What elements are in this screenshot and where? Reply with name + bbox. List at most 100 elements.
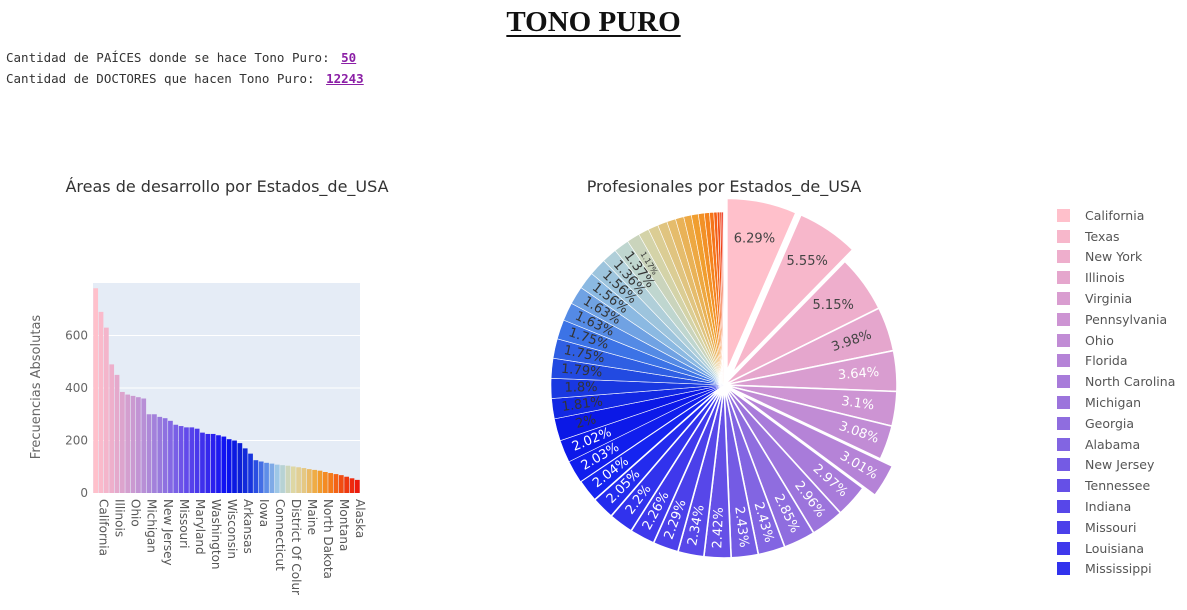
- bar-x-tick-label: Montana: [337, 499, 351, 551]
- legend-item[interactable]: Ohio: [1057, 330, 1175, 351]
- legend-swatch: [1057, 333, 1070, 347]
- legend-item[interactable]: New Jersey: [1057, 455, 1175, 476]
- bar-iowa[interactable]: [210, 433, 216, 493]
- legend-item[interactable]: Indiana: [1057, 496, 1175, 517]
- bar-connecticut[interactable]: [221, 436, 227, 493]
- pie-slice-label: 5.15%: [813, 298, 854, 313]
- bar-south-carolina[interactable]: [258, 461, 264, 494]
- legend-label: Indiana: [1085, 499, 1132, 515]
- legend-swatch: [1057, 479, 1070, 493]
- bar-mississippi[interactable]: [285, 465, 291, 493]
- bar-indiana[interactable]: [184, 427, 189, 493]
- pie-slice-california[interactable]: [726, 197, 798, 372]
- legend-item[interactable]: Mississippi: [1057, 559, 1175, 580]
- bar-michigan[interactable]: [125, 394, 131, 493]
- legend-item[interactable]: Tennessee: [1057, 475, 1175, 496]
- legend-swatch: [1057, 520, 1070, 534]
- pie-slice-label: 2.42%: [710, 507, 727, 549]
- bar-washington[interactable]: [178, 426, 184, 493]
- bar-wisconsin[interactable]: [189, 427, 195, 493]
- bar-new-jersey[interactable]: [146, 414, 152, 493]
- stat-countries-label: Cantidad de PAÍCES donde se hace Tono Pu…: [6, 50, 338, 65]
- bar-maryland[interactable]: [168, 420, 173, 493]
- bar-florida[interactable]: [130, 395, 136, 493]
- bar-illinois[interactable]: [103, 327, 109, 493]
- bar-minnesota[interactable]: [205, 433, 211, 493]
- pie-slice-texas[interactable]: [731, 213, 854, 374]
- bar-idaho[interactable]: [322, 472, 328, 493]
- bar-ohio[interactable]: [114, 374, 120, 493]
- bar-pennsylvania[interactable]: [120, 391, 125, 493]
- legend-item[interactable]: Illinois: [1057, 267, 1175, 288]
- bar-north-carolina[interactable]: [141, 398, 147, 494]
- legend-swatch: [1057, 500, 1070, 514]
- legend-label: Florida: [1085, 353, 1128, 369]
- pie-chart: Profesionales por Estados_de_USA 6.29% 5.…: [550, 177, 898, 559]
- bar-north-dakota[interactable]: [253, 460, 259, 493]
- bar-rhode-island[interactable]: [333, 474, 339, 493]
- stat-doctors: Cantidad de DOCTORES que hacen Tono Puro…: [6, 71, 368, 86]
- pie-slice-new-hampshire[interactable]: [723, 211, 725, 386]
- bar-tennessee[interactable]: [173, 424, 179, 493]
- bar-oklahoma[interactable]: [237, 443, 243, 493]
- legend-item[interactable]: Virginia: [1057, 288, 1175, 309]
- bar-massachusetts[interactable]: [216, 435, 221, 493]
- legend-item[interactable]: Alabama: [1057, 434, 1175, 455]
- legend-item[interactable]: Missouri: [1057, 517, 1175, 538]
- bar-vermont[interactable]: [328, 473, 333, 493]
- bar-kansas[interactable]: [248, 453, 253, 493]
- bar-new-hampshire[interactable]: [349, 478, 355, 493]
- legend-item[interactable]: Texas: [1057, 226, 1175, 247]
- bar-x-tick-label: Michigan: [145, 499, 159, 553]
- bar-kentucky[interactable]: [226, 439, 232, 493]
- bar-new-mexico[interactable]: [301, 468, 307, 493]
- bar-alaska[interactable]: [274, 464, 280, 493]
- bar-x-tick-label: California: [97, 499, 111, 556]
- bar-georgia[interactable]: [152, 414, 157, 493]
- stat-doctors-label: Cantidad de DOCTORES que hacen Tono Puro…: [6, 71, 323, 86]
- bar-y-tick-label: 200: [65, 434, 88, 448]
- legend-swatch: [1057, 437, 1070, 451]
- legend-item[interactable]: North Carolina: [1057, 371, 1175, 392]
- bar-arkansas[interactable]: [200, 432, 205, 493]
- bar-maine[interactable]: [242, 448, 248, 493]
- bar-nebraska[interactable]: [290, 466, 296, 493]
- bar-texas[interactable]: [98, 311, 104, 493]
- bar-missouri[interactable]: [157, 416, 163, 493]
- pie-slice-ohio[interactable]: [723, 384, 894, 460]
- bar-district-of-columbia[interactable]: [232, 440, 237, 494]
- bar-x-tick-label: Connecticut: [273, 499, 287, 571]
- bar-new-york[interactable]: [109, 364, 115, 493]
- bar-utah[interactable]: [306, 469, 312, 493]
- bar-x-tick-label: Iowa: [257, 499, 271, 527]
- bar-california[interactable]: [93, 288, 99, 493]
- legend-item[interactable]: Louisiana: [1057, 538, 1175, 559]
- bar-x-tick-label: Missouri: [177, 499, 191, 548]
- pie-slice-label: 6.29%: [734, 232, 775, 247]
- pie-slice-label: 2.43%: [731, 506, 751, 549]
- pie-slice-florida[interactable]: [735, 391, 894, 497]
- bar-wyoming[interactable]: [354, 479, 360, 493]
- legend-label: Ohio: [1085, 332, 1114, 348]
- legend-item[interactable]: Florida: [1057, 351, 1175, 372]
- bar-virginia[interactable]: [136, 397, 141, 493]
- legend-label: Mississippi: [1085, 561, 1152, 577]
- bar-nevada[interactable]: [317, 470, 323, 493]
- pie-slice-label: 3.1%: [840, 394, 875, 413]
- legend-label: Virginia: [1085, 291, 1133, 307]
- bar-alabama[interactable]: [162, 418, 168, 493]
- bar-hawaii[interactable]: [312, 469, 317, 493]
- bar-delaware[interactable]: [338, 475, 344, 493]
- bar-montana[interactable]: [264, 462, 269, 493]
- bar-south-dakota[interactable]: [344, 476, 350, 493]
- legend-item[interactable]: New York: [1057, 247, 1175, 268]
- legend-swatch: [1057, 208, 1070, 222]
- legend-item[interactable]: Michigan: [1057, 392, 1175, 413]
- bar-louisiana[interactable]: [194, 428, 200, 493]
- legend-item[interactable]: Pennsylvania: [1057, 309, 1175, 330]
- bar-colorado[interactable]: [269, 463, 275, 493]
- bar-arizona[interactable]: [296, 467, 301, 493]
- legend-item[interactable]: Georgia: [1057, 413, 1175, 434]
- legend-item[interactable]: California: [1057, 205, 1175, 226]
- bar-oregon[interactable]: [280, 465, 285, 493]
